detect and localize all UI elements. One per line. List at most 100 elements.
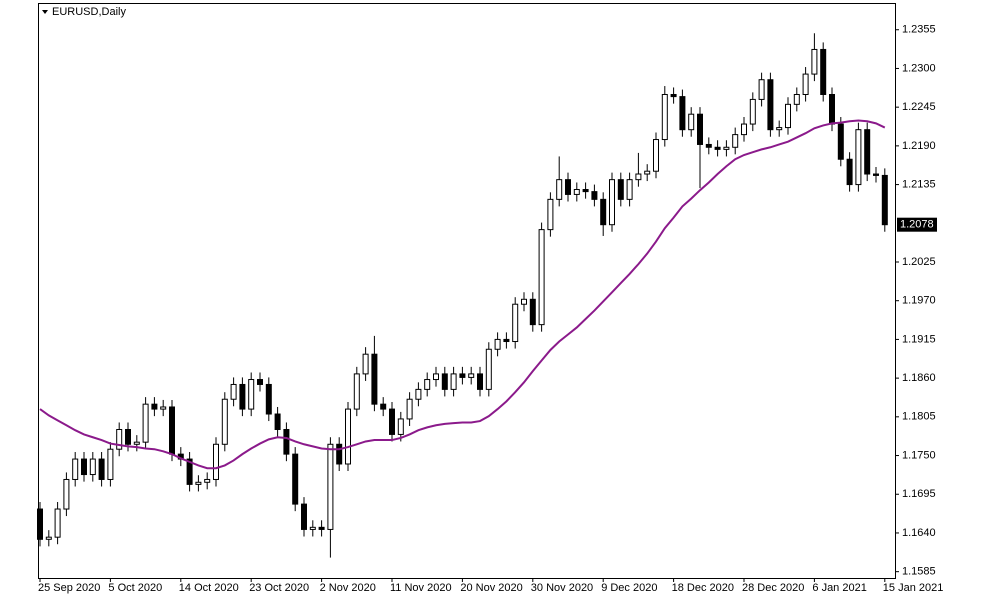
candle-body xyxy=(468,373,475,378)
y-tick-label: 1.2245 xyxy=(902,101,936,113)
candle-body xyxy=(107,448,114,480)
y-tick-label: 1.1640 xyxy=(902,527,936,539)
candle-body xyxy=(345,408,351,465)
y-tick-label: 1.1805 xyxy=(902,411,936,423)
x-tick-label: 9 Dec 2020 xyxy=(601,582,657,594)
candle-body xyxy=(45,536,52,540)
candle-body xyxy=(353,373,360,410)
y-tick-label: 1.2300 xyxy=(902,62,936,74)
candle-body xyxy=(538,229,545,326)
candle-body xyxy=(873,173,879,176)
menu-triangle[interactable] xyxy=(42,10,48,14)
moving-average xyxy=(39,119,886,470)
candle-body xyxy=(556,179,563,200)
x-tick-label: 11 Nov 2020 xyxy=(390,582,452,594)
candle-body xyxy=(125,428,131,445)
candle-body xyxy=(600,198,607,226)
candle-body xyxy=(565,179,571,195)
candle-body xyxy=(723,146,730,150)
candle-body xyxy=(617,179,624,200)
candle-body xyxy=(54,508,61,538)
candle-body xyxy=(204,478,211,483)
y-tick-label: 1.2190 xyxy=(902,140,936,152)
candle-body xyxy=(881,174,888,226)
candle-body xyxy=(829,93,835,125)
y-tick-label: 1.2355 xyxy=(902,24,936,36)
y-tick-label: 1.1695 xyxy=(902,488,936,500)
x-tick-label: 2 Nov 2020 xyxy=(320,582,376,594)
price-box xyxy=(897,217,937,232)
x-tick-label: 15 Jan 2021 xyxy=(883,582,944,594)
candle-body xyxy=(433,373,439,381)
candle-body xyxy=(133,441,140,445)
candle-body xyxy=(72,458,79,480)
candle-body xyxy=(864,129,871,175)
candle-body xyxy=(758,79,765,100)
candle-body xyxy=(213,443,219,480)
x-tick-label: 20 Nov 2020 xyxy=(460,582,522,594)
candle-body xyxy=(855,129,862,186)
y-tick-label: 1.1585 xyxy=(902,566,936,578)
candle-body xyxy=(265,383,272,415)
candle-body xyxy=(767,79,774,131)
candle-body xyxy=(186,458,193,485)
candle-body xyxy=(309,526,316,530)
candle-body xyxy=(547,198,554,231)
candle-body xyxy=(503,338,510,343)
candle-body xyxy=(741,123,747,136)
candle-body xyxy=(521,298,527,305)
x-tick-label: 6 Jan 2021 xyxy=(812,582,866,594)
y-tick-label: 1.1860 xyxy=(902,372,936,384)
candle-body xyxy=(705,143,712,148)
candle-body xyxy=(424,379,431,390)
candle-body xyxy=(661,93,668,141)
candle-body xyxy=(89,458,96,476)
candle-body xyxy=(37,508,43,540)
candle-body xyxy=(327,443,334,530)
candle-body xyxy=(485,348,492,390)
candle-body xyxy=(459,373,466,378)
candle-body xyxy=(494,338,501,350)
candle-body xyxy=(793,93,800,105)
candle-body xyxy=(257,379,263,385)
candle-body xyxy=(714,146,721,150)
candle-body xyxy=(591,191,598,200)
candle-body xyxy=(582,189,589,193)
candle-body xyxy=(283,428,290,455)
x-tick-label: 18 Dec 2020 xyxy=(672,582,734,594)
y-tick-label: 1.2135 xyxy=(902,178,936,190)
candle-body xyxy=(450,373,457,390)
candle-body xyxy=(362,353,369,375)
candle-body xyxy=(221,398,228,445)
candle-body xyxy=(688,113,695,131)
candle-body xyxy=(98,458,105,480)
candle-body xyxy=(679,96,686,131)
candle-body xyxy=(81,458,87,476)
x-tick-label: 30 Nov 2020 xyxy=(531,582,593,594)
candle-body xyxy=(380,403,387,410)
candle-body xyxy=(626,179,633,200)
candle-body xyxy=(653,139,659,172)
chart-title: EURUSD,Daily xyxy=(52,6,126,18)
candle-body xyxy=(529,298,536,326)
y-tick-label: 1.1750 xyxy=(902,449,936,461)
x-tick-label: 23 Oct 2020 xyxy=(249,582,309,594)
candle-body xyxy=(732,134,739,148)
candle-body xyxy=(292,453,299,505)
candle-body xyxy=(802,73,809,95)
candle-body xyxy=(116,428,123,450)
y-tick-label: 1.2025 xyxy=(902,256,936,268)
candle-body xyxy=(389,408,395,435)
candle-body xyxy=(248,379,255,410)
candle-body xyxy=(811,48,818,75)
candle-body xyxy=(406,398,413,420)
candle-body xyxy=(644,170,651,175)
candle-body xyxy=(142,403,149,443)
y-tick-label: 1.1970 xyxy=(902,295,936,307)
candle-body xyxy=(635,173,642,181)
candle-body xyxy=(301,503,307,530)
candle-body xyxy=(239,383,246,410)
candle-body xyxy=(151,403,158,410)
candle-body xyxy=(846,158,853,186)
